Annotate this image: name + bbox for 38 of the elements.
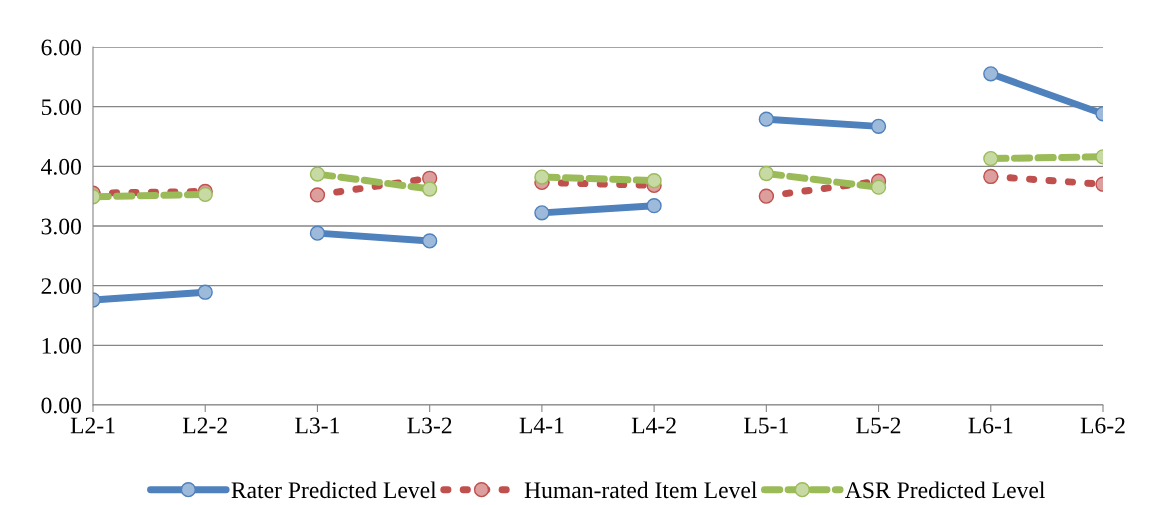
- point: [758, 188, 774, 204]
- point: [534, 169, 550, 185]
- x-tick-label: L2-2: [182, 417, 227, 434]
- x-tick-label: L5-2: [856, 417, 901, 434]
- x-tick-label: L4-1: [519, 417, 564, 434]
- legend-label: Rater Predicted Level: [231, 481, 437, 499]
- point: [870, 179, 887, 195]
- x-tick-label: L5-1: [744, 417, 788, 434]
- point: [646, 173, 662, 189]
- y-tick-label: 3.00: [41, 218, 81, 235]
- y-tick-label: 5.00: [41, 99, 81, 116]
- legend-label: ASR Predicted Level: [845, 481, 1045, 499]
- point: [422, 233, 438, 249]
- point: [309, 187, 326, 203]
- point: [758, 165, 774, 182]
- y-tick-label: 0.00: [41, 397, 81, 414]
- x-tick-label: L3-1: [295, 417, 339, 434]
- point: [983, 150, 999, 167]
- y-tick-label: 4.00: [41, 158, 81, 175]
- y-tick-label: 6.00: [41, 39, 81, 56]
- y-tick-label: 1.00: [42, 337, 81, 354]
- x-tick-label: L6-1: [968, 417, 1013, 434]
- point: [983, 66, 999, 82]
- x-tick-label: L4-2: [631, 417, 676, 434]
- x-tick-label: L3-2: [407, 417, 452, 434]
- point: [309, 166, 326, 182]
- y-tick-label: 2.00: [41, 278, 81, 295]
- x-tick-label: L2-1: [70, 417, 115, 434]
- x-tick-label: L6-2: [1080, 417, 1125, 434]
- point: [534, 205, 550, 221]
- point: [197, 284, 213, 300]
- point: [309, 225, 326, 241]
- point: [646, 198, 662, 214]
- point: [870, 118, 887, 134]
- point: [983, 168, 999, 185]
- point: [758, 111, 774, 127]
- point: [422, 181, 438, 197]
- legend-label: Human-rated Item Level: [524, 481, 757, 499]
